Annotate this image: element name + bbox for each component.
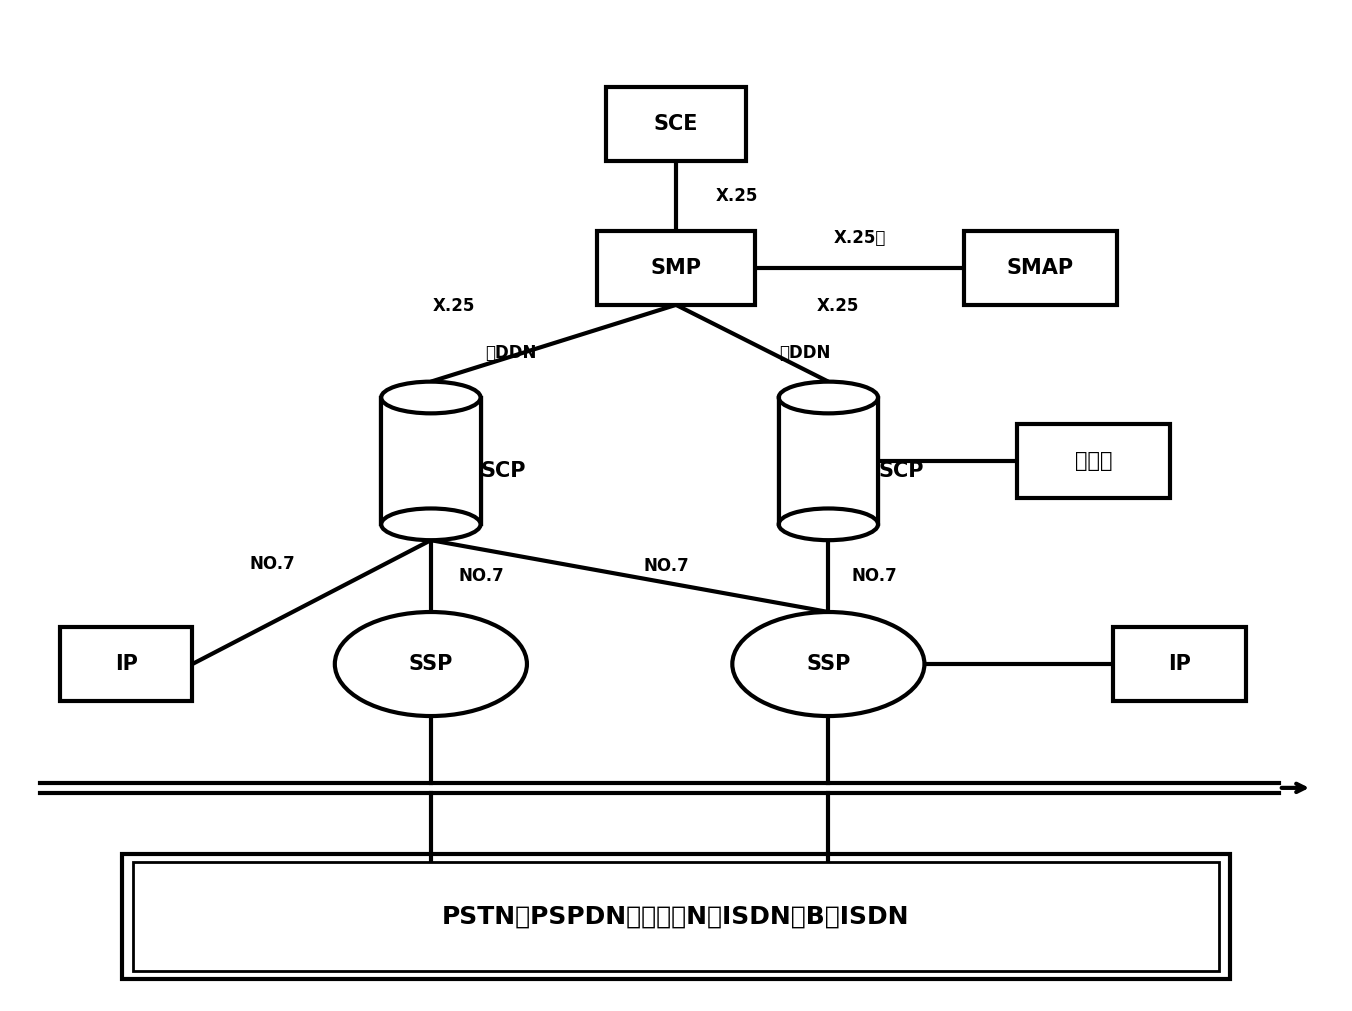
Bar	[59, 627, 192, 702]
Text: 数据库: 数据库	[1075, 451, 1113, 471]
Text: PSTN或PSPDN、移动网N－ISDN、B－ISDN: PSTN或PSPDN、移动网N－ISDN、B－ISDN	[442, 905, 910, 929]
Bar	[964, 231, 1117, 305]
Text: SMAP: SMAP	[1007, 258, 1073, 278]
Bar	[607, 87, 745, 161]
Ellipse shape	[733, 612, 925, 716]
Ellipse shape	[381, 509, 480, 540]
Text: SMP: SMP	[650, 258, 702, 278]
Text: 或DDN: 或DDN	[780, 344, 831, 362]
Bar	[381, 397, 480, 525]
Text: NO.7: NO.7	[644, 557, 690, 575]
Bar	[1017, 424, 1169, 498]
Text: NO.7: NO.7	[852, 567, 898, 585]
Text: IP: IP	[1168, 654, 1191, 674]
Ellipse shape	[381, 382, 480, 413]
Ellipse shape	[779, 509, 877, 540]
Bar	[132, 862, 1220, 972]
Ellipse shape	[335, 612, 527, 716]
Text: NO.7: NO.7	[249, 555, 295, 573]
Text: SSP: SSP	[806, 654, 850, 674]
Text: X.25: X.25	[715, 187, 758, 205]
Text: NO.7: NO.7	[458, 567, 504, 585]
Bar	[596, 231, 756, 305]
Bar	[779, 397, 877, 525]
Ellipse shape	[779, 382, 877, 413]
Text: SSP: SSP	[408, 654, 453, 674]
Text: X.25，: X.25，	[834, 228, 886, 247]
Bar	[122, 854, 1230, 979]
Bar	[1113, 627, 1245, 702]
Text: X.25: X.25	[433, 296, 476, 314]
Text: SCP: SCP	[480, 461, 526, 481]
Text: X.25: X.25	[817, 296, 860, 314]
Text: 或DDN: 或DDN	[485, 344, 537, 362]
Text: SCE: SCE	[654, 114, 698, 134]
Text: SCP: SCP	[877, 461, 923, 481]
Text: IP: IP	[115, 654, 138, 674]
